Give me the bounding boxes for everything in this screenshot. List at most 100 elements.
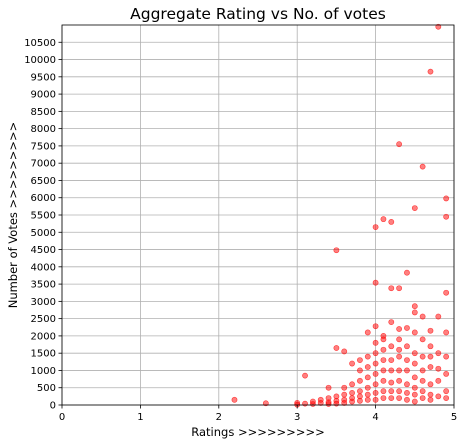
data-point — [396, 326, 403, 332]
data-point — [364, 396, 371, 403]
data-point — [435, 377, 442, 384]
y-tick-label: 1000 — [31, 366, 56, 377]
data-point — [372, 371, 379, 377]
data-point — [372, 350, 379, 357]
data-point — [404, 396, 410, 403]
y-tick-label: 5000 — [31, 228, 56, 239]
data-point — [435, 23, 442, 30]
data-point — [419, 336, 426, 343]
y-tick-label: 2000 — [31, 331, 56, 342]
data-point — [302, 400, 308, 407]
data-point — [372, 323, 379, 330]
data-point — [349, 360, 355, 367]
data-point — [396, 353, 403, 360]
data-point — [380, 377, 387, 384]
y-tick-label: 6000 — [31, 193, 56, 204]
x-tick-label: 1 — [137, 412, 143, 423]
x-tick-label: 0 — [59, 412, 65, 423]
data-point — [364, 364, 371, 370]
data-point — [427, 364, 434, 370]
data-point — [419, 388, 426, 395]
data-point — [317, 400, 324, 406]
data-point — [388, 367, 395, 374]
data-point — [411, 398, 418, 405]
data-point — [443, 289, 450, 296]
data-point — [443, 395, 450, 401]
data-point — [411, 374, 418, 381]
data-point — [372, 360, 379, 367]
data-point — [419, 377, 426, 384]
data-point — [357, 377, 363, 384]
data-point — [435, 393, 442, 400]
y-tick-label: 10500 — [24, 38, 56, 49]
data-point — [396, 141, 403, 148]
data-point — [404, 390, 410, 396]
data-point — [396, 395, 403, 401]
data-point — [427, 353, 434, 360]
data-point — [380, 216, 387, 223]
data-point — [411, 205, 418, 211]
data-point — [309, 401, 316, 407]
data-point — [388, 219, 395, 225]
data-point — [341, 348, 348, 355]
y-tick-label: 500 — [37, 383, 56, 394]
data-point — [325, 401, 332, 407]
data-point — [262, 400, 269, 407]
data-point — [396, 336, 403, 343]
data-point — [364, 391, 371, 398]
data-point — [357, 367, 363, 374]
data-point — [372, 396, 379, 403]
data-point — [435, 313, 442, 320]
chart-title: Aggregate Rating vs No. of votes — [130, 5, 386, 23]
y-tick-label: 0 — [50, 401, 56, 412]
data-point — [419, 367, 426, 374]
data-point — [396, 346, 403, 353]
y-tick-label: 7000 — [31, 159, 56, 170]
data-point — [380, 367, 387, 374]
data-point — [435, 365, 442, 372]
y-tick-label: 9500 — [31, 72, 56, 83]
data-point — [341, 391, 348, 398]
y-tick-label: 6500 — [31, 176, 56, 187]
x-axis-label: Ratings >>>>>>>>> — [191, 425, 324, 439]
data-point — [388, 395, 395, 401]
data-point — [372, 224, 379, 230]
data-point — [427, 327, 434, 334]
y-tick-label: 8500 — [31, 107, 56, 118]
data-point — [419, 313, 426, 320]
y-tick-label: 9000 — [31, 90, 56, 101]
data-point — [419, 395, 426, 401]
data-point — [372, 390, 379, 396]
grid-lines — [61, 25, 455, 406]
data-point — [435, 350, 442, 357]
data-point — [427, 396, 434, 403]
data-point — [388, 343, 395, 350]
data-point — [357, 357, 363, 363]
data-point — [349, 390, 355, 396]
data-point — [380, 388, 387, 395]
data-point — [443, 353, 450, 360]
y-tick-label: 7500 — [31, 141, 56, 152]
data-point — [404, 357, 410, 363]
data-point — [443, 213, 450, 220]
data-point — [427, 343, 434, 350]
x-tick-label: 5 — [451, 412, 457, 423]
data-point — [349, 398, 355, 405]
data-point — [380, 346, 387, 353]
x-tick-label: 2 — [216, 412, 222, 423]
data-point — [404, 343, 410, 350]
data-point — [341, 384, 348, 391]
data-point — [388, 379, 395, 386]
y-tick-label: 5500 — [31, 211, 56, 222]
y-tick-label: 1500 — [31, 349, 56, 360]
data-point — [419, 163, 426, 170]
data-point — [396, 285, 403, 292]
data-point — [302, 372, 308, 379]
data-point — [388, 319, 395, 325]
axis-ticks: 0 1 2 3 4 5 0 500 1000 1500 2000 2500 3000 3500 4000 45… — [24, 38, 457, 423]
data-point — [396, 377, 403, 384]
y-tick-label: 4500 — [31, 245, 56, 256]
data-point — [411, 309, 418, 316]
